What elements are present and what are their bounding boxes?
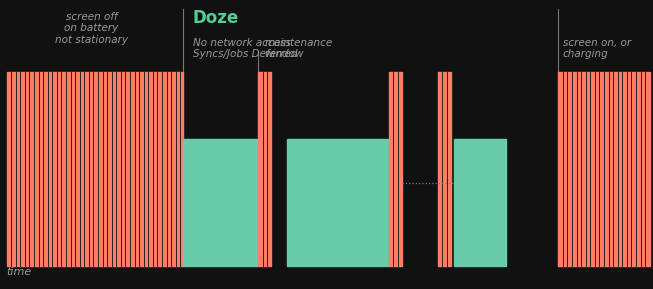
- Text: screen off
on battery
not stationary: screen off on battery not stationary: [55, 12, 128, 45]
- Bar: [454, 139, 506, 266]
- Text: screen on, or
charging: screen on, or charging: [563, 38, 631, 59]
- Text: time: time: [7, 267, 32, 277]
- Bar: [287, 139, 389, 266]
- Bar: [258, 72, 271, 266]
- Bar: [389, 72, 402, 266]
- Text: maintenance
window: maintenance window: [264, 38, 333, 59]
- Bar: [183, 139, 258, 266]
- Text: No network access
Syncs/Jobs Deferred: No network access Syncs/Jobs Deferred: [193, 38, 297, 59]
- Bar: [438, 72, 451, 266]
- Bar: [7, 72, 183, 266]
- Text: Doze: Doze: [193, 9, 239, 27]
- Bar: [558, 72, 650, 266]
